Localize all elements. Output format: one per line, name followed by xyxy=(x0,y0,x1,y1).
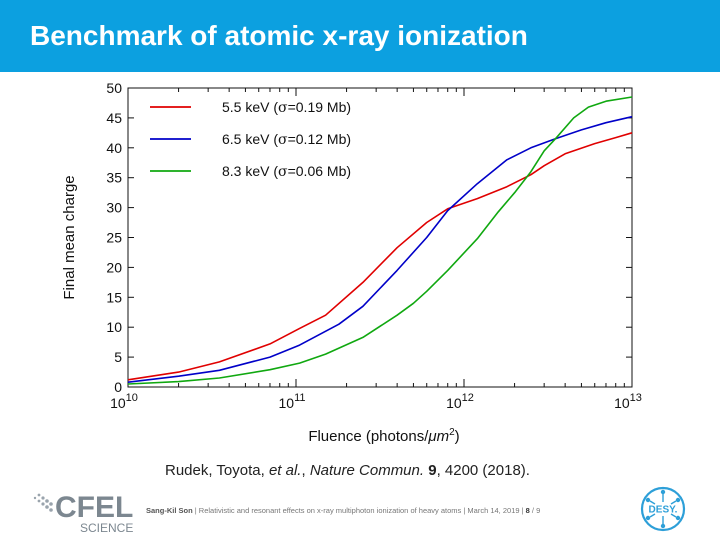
legend-entry-2: 6.5 keV (σ=0.12 Mb) xyxy=(222,131,351,148)
x-axis-label: Fluence (photons/μm2) xyxy=(308,427,459,445)
legend-entry-1: 5.5 keV (σ=0.19 Mb) xyxy=(222,99,351,116)
y-tick-label: 0 xyxy=(114,379,122,395)
legend-entry-3: 8.3 keV (σ=0.06 Mb) xyxy=(222,163,351,180)
y-tick-label: 35 xyxy=(106,170,122,186)
svg-text:SCIENCE: SCIENCE xyxy=(80,521,133,534)
citation: Rudek, Toyota, et al., Nature Commun. 9,… xyxy=(165,462,530,479)
y-tick-label: 30 xyxy=(106,200,122,216)
y-tick-label: 40 xyxy=(106,140,122,156)
series-line-3 xyxy=(127,96,633,385)
y-tick-label: 5 xyxy=(114,349,122,365)
series-line-2 xyxy=(127,115,633,383)
title-bar: Benchmark of atomic x-ray ionization xyxy=(0,0,720,72)
mean-charge-chart: 0 5 10 15 20 25 30 35 40 45 50 1010 1011 1012 1013 5.5… xyxy=(61,80,642,445)
plot-frame xyxy=(127,87,633,388)
x-tick-label: 1011 xyxy=(279,392,306,411)
y-tick-label: 20 xyxy=(106,259,122,275)
x-tick-label: 1012 xyxy=(446,392,474,411)
footer: Sang-Kil Son | Relativistic and resonant… xyxy=(146,506,541,515)
y-axis-label: Final mean charge xyxy=(61,175,78,299)
y-tick-label: 15 xyxy=(106,289,122,305)
x-tick-label: 1013 xyxy=(614,392,642,411)
y-tick-label: 45 xyxy=(106,110,122,126)
svg-text:DESY.: DESY. xyxy=(649,505,678,516)
slide-title: Benchmark of atomic x-ray ionization xyxy=(30,20,528,51)
cfel-science-logo: CFEL SCIENCE xyxy=(33,491,133,534)
x-tick-label: 1010 xyxy=(110,392,138,411)
svg-text:CFEL: CFEL xyxy=(55,491,133,524)
y-tick-label: 50 xyxy=(106,80,122,96)
desy-logo: DESY. xyxy=(640,486,686,532)
y-tick-label: 25 xyxy=(106,230,122,246)
series-line-1 xyxy=(127,132,633,381)
y-tick-label: 10 xyxy=(106,319,122,335)
